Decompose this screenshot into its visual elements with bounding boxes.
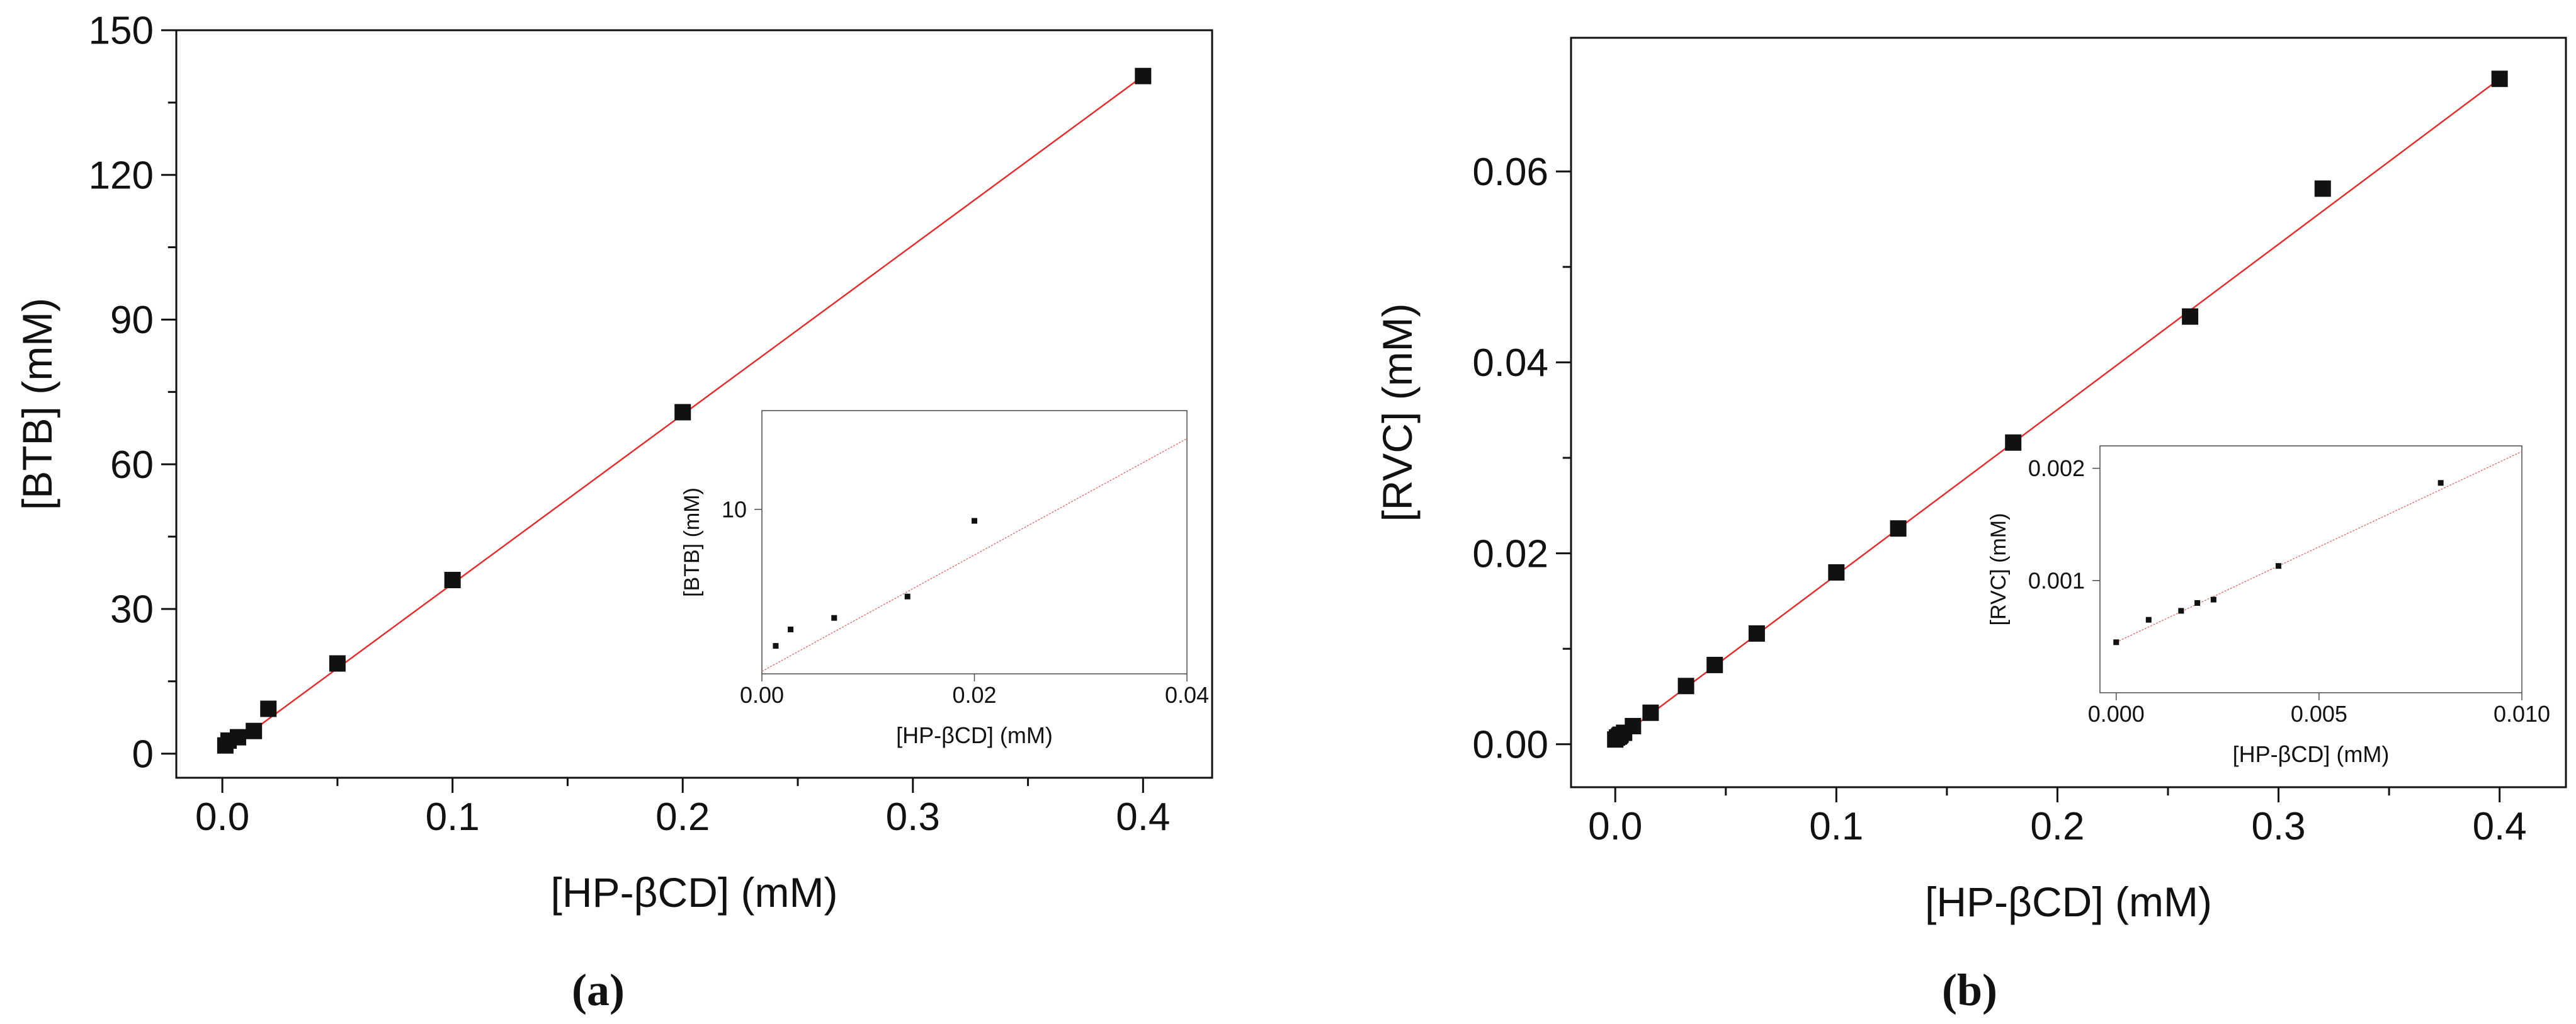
x-tick-label: 0.1 bbox=[426, 795, 480, 839]
inset-x-tick-label: 0.04 bbox=[1165, 682, 1209, 708]
data-point bbox=[260, 700, 277, 717]
inset-plot-frame bbox=[2099, 445, 2522, 693]
data-point bbox=[444, 572, 461, 589]
inset-x-axis-label: [HP-βCD] (mM) bbox=[896, 722, 1053, 748]
x-tick-label: 0.4 bbox=[1116, 795, 1170, 839]
inset-data-point bbox=[2145, 617, 2152, 623]
data-point bbox=[2314, 180, 2331, 197]
inset-chart: 0.000 0.005 0.010 0.001 0.002 [HP-βCD] (mM) [R… bbox=[1987, 445, 2550, 767]
data-point bbox=[229, 729, 246, 746]
inset-y-tick-label: 0.001 bbox=[2028, 567, 2085, 593]
y-tick-label: 30 bbox=[110, 588, 154, 632]
plot-frame bbox=[175, 29, 1213, 779]
inset-data-point bbox=[773, 643, 779, 649]
plot-frame bbox=[1570, 37, 2567, 788]
chart-a: 0.0 0.1 0.2 0.3 0.4 0 30 60 90 120 150 [HP-βCD] (mM… bbox=[14, 9, 1213, 916]
x-tick-label: 0.3 bbox=[2251, 805, 2305, 848]
inset-fit-line bbox=[761, 438, 1188, 672]
data-point bbox=[1642, 704, 1659, 721]
data-point bbox=[1828, 564, 1845, 581]
x-axis-label: [HP-βCD] (mM) bbox=[1925, 879, 2212, 925]
y-axis-label: [RVC] (mM) bbox=[1374, 303, 1421, 521]
data-point bbox=[674, 404, 691, 421]
inset-y-tick-label: 0.002 bbox=[2028, 455, 2085, 481]
x-tick-label: 0.3 bbox=[886, 795, 940, 839]
y-tick-label: 60 bbox=[110, 443, 154, 487]
x-axis-label: [HP-βCD] (mM) bbox=[551, 869, 838, 916]
data-point bbox=[1706, 656, 1723, 673]
x-tick-label: 0.1 bbox=[1809, 805, 1863, 848]
y-tick-label: 0.06 bbox=[1472, 151, 1548, 194]
data-point bbox=[2005, 434, 2022, 451]
y-tick-label: 0 bbox=[132, 732, 154, 776]
inset-data-point bbox=[2194, 600, 2201, 606]
data-point bbox=[1135, 67, 1152, 84]
x-tick-label: 0.2 bbox=[655, 795, 710, 839]
inset-data-point bbox=[2437, 480, 2444, 486]
data-point bbox=[246, 722, 263, 739]
inset-x-tick-label: 0.010 bbox=[2494, 701, 2550, 727]
inset-y-axis-label: [BTB] (mM) bbox=[680, 487, 704, 597]
data-point bbox=[329, 655, 346, 672]
inset-fit-line bbox=[2116, 451, 2522, 643]
x-tick-label: 0.4 bbox=[2473, 805, 2527, 848]
inset-y-axis-label: [RVC] (mM) bbox=[1987, 513, 2011, 626]
inset-data-point bbox=[904, 593, 911, 600]
y-tick-label: 90 bbox=[110, 299, 154, 342]
inset-data-point bbox=[2275, 563, 2281, 569]
chart-b: 0.0 0.1 0.2 0.3 0.4 0.00 0.02 0.04 0.06 [HP-βCD] … bbox=[1374, 37, 2567, 925]
y-tick-label: 0.04 bbox=[1472, 341, 1548, 385]
y-tick-label: 0.00 bbox=[1472, 723, 1548, 766]
data-point bbox=[2182, 308, 2199, 325]
caption-b: (b) bbox=[1942, 965, 1997, 1015]
y-tick-label: 150 bbox=[89, 9, 154, 53]
data-point bbox=[2491, 71, 2508, 88]
inset-background bbox=[762, 411, 1187, 674]
y-axis-label: [BTB] (mM) bbox=[14, 298, 60, 510]
inset-background bbox=[2100, 446, 2522, 693]
inset-data-point bbox=[788, 626, 794, 632]
inset-x-tick-label: 0.02 bbox=[952, 682, 996, 708]
y-tick-label: 120 bbox=[89, 154, 154, 197]
inset-data-point bbox=[2210, 596, 2216, 603]
inset-x-tick-label: 0.00 bbox=[740, 682, 784, 708]
inset-data-point bbox=[831, 615, 837, 621]
data-point bbox=[1748, 625, 1765, 642]
inset-x-tick-label: 0.000 bbox=[2088, 701, 2145, 727]
inset-x-axis-label: [HP-βCD] (mM) bbox=[2233, 741, 2390, 767]
caption-a: (a) bbox=[572, 965, 625, 1015]
inset-data-point bbox=[2178, 608, 2184, 614]
x-tick-label: 0.2 bbox=[2030, 805, 2084, 848]
inset-data-point bbox=[972, 518, 977, 524]
inset-y-tick-label: 10 bbox=[722, 496, 747, 522]
inset-data-point bbox=[2113, 639, 2119, 646]
y-tick-label: 0.02 bbox=[1472, 532, 1548, 576]
inset-x-tick-label: 0.005 bbox=[2291, 701, 2347, 727]
x-tick-label: 0.0 bbox=[195, 795, 249, 839]
x-tick-label: 0.0 bbox=[1588, 805, 1642, 848]
data-point bbox=[1890, 520, 1907, 537]
data-point bbox=[1677, 678, 1694, 695]
inset-chart: 0.00 0.02 0.04 10 [HP-βCD] (mM) [BTB] (mM) bbox=[680, 410, 1209, 748]
data-point bbox=[1625, 717, 1642, 734]
